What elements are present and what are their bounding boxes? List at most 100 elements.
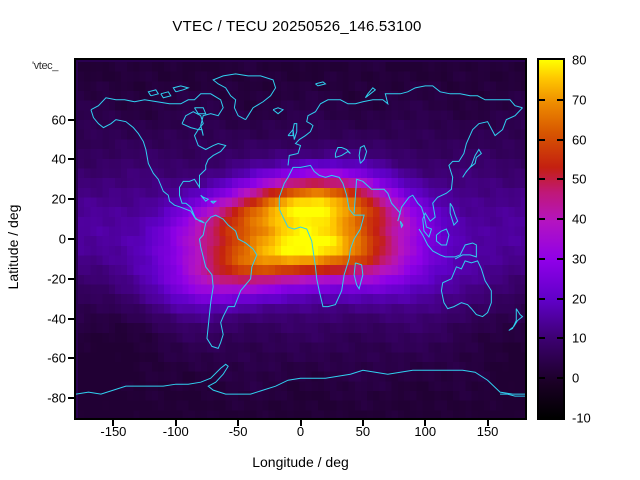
colorbar-tick-mark <box>539 138 545 141</box>
colorbar-tick-label: 30 <box>572 251 587 267</box>
colorbar-tick-labels: 80 70 60 50 40 30 20 10 0 -10 <box>572 53 632 426</box>
coastline-segment <box>211 201 216 203</box>
coastline-segment <box>91 110 196 219</box>
y-tick-mark <box>68 118 75 121</box>
coastline-segment <box>173 86 188 92</box>
coastline-segment <box>400 221 402 227</box>
y-axis-label: Latitude / deg <box>5 204 21 290</box>
y-tick-mark <box>68 277 75 280</box>
x-tick-mark <box>424 419 427 426</box>
x-tick-label: -50 <box>228 424 248 439</box>
coastline-segment <box>273 108 283 114</box>
coastline-segment <box>436 229 448 245</box>
colorbar-gradient <box>537 58 565 420</box>
y-tick-mark <box>68 158 75 161</box>
y-axis: 60 40 20 0 -20 -40 -60 -80 <box>0 0 66 480</box>
heatmap-plot-area <box>74 58 527 420</box>
coastline-segment <box>463 150 482 178</box>
y-tick-mark <box>68 238 75 240</box>
y-tick-label: -40 <box>47 311 66 327</box>
colorbar-tick-label: -10 <box>572 410 591 426</box>
colorbar-tick-label: 50 <box>572 171 587 187</box>
x-tick-label: 50 <box>355 424 371 439</box>
colorbar-tick-mark <box>557 218 563 221</box>
coastline-segment <box>199 215 256 348</box>
colorbar-tick-label: 60 <box>572 132 587 148</box>
colorbar-tick-mark <box>539 98 545 101</box>
y-tick-label: 40 <box>51 151 66 167</box>
x-tick-mark <box>112 419 115 426</box>
colorbar-tick-label: 80 <box>572 52 587 68</box>
y-tick-label: 20 <box>51 191 66 207</box>
coastline-segment <box>441 261 491 317</box>
y-tick-label: 60 <box>51 112 66 128</box>
colorbar-tick-mark <box>557 377 563 380</box>
colorbar-tick-label: 10 <box>572 330 587 346</box>
colorbar-tick-mark <box>539 257 545 260</box>
colorbar <box>537 58 565 420</box>
coastline-segment <box>161 92 171 98</box>
colorbar-tick-mark <box>539 178 545 181</box>
colorbar-tick-label: 20 <box>572 291 587 307</box>
colorbar-tick-mark <box>557 178 563 181</box>
coastline-segment <box>315 82 325 86</box>
coastline-segment <box>201 195 208 201</box>
coastline-segment <box>509 309 523 331</box>
coastline-overlay <box>76 60 525 418</box>
x-tick-label: 100 <box>414 424 437 439</box>
coastline-segment <box>91 94 226 223</box>
colorbar-tick-mark <box>557 138 563 141</box>
coastline-segment <box>335 148 350 158</box>
colorbar-tick-mark <box>557 257 563 260</box>
colorbar-tick-label: 0 <box>572 370 580 386</box>
x-tick-label: -100 <box>162 424 189 439</box>
x-tick-mark <box>486 419 489 426</box>
coastline-segment <box>182 112 203 130</box>
plot-key-label: 'vtec_ <box>32 60 58 72</box>
page-title: VTEC / TECU 20250526_146.53100 <box>172 18 422 35</box>
coastline-segment <box>419 229 476 259</box>
y-tick-label: 0 <box>58 231 66 247</box>
colorbar-tick-mark <box>557 337 563 340</box>
coastline-segment <box>148 90 158 96</box>
coastline-segment <box>354 263 363 289</box>
colorbar-ticks <box>537 58 565 420</box>
colorbar-tick-mark <box>557 98 563 101</box>
y-tick-mark <box>68 397 75 400</box>
colorbar-tick-mark <box>539 218 545 221</box>
colorbar-tick-label: 40 <box>572 211 587 227</box>
colorbar-tick-label: 70 <box>572 92 587 108</box>
colorbar-tick-mark <box>539 377 545 380</box>
y-tick-mark <box>68 317 75 320</box>
x-tick-label: 0 <box>296 424 305 439</box>
coastline-segment <box>288 130 293 136</box>
y-tick-label: -60 <box>47 350 66 366</box>
x-tick-mark <box>174 419 177 426</box>
y-tick-label: -20 <box>47 271 66 287</box>
colorbar-tick-mark <box>539 337 545 340</box>
coastline-segment <box>365 88 375 98</box>
x-tick-mark <box>361 419 364 426</box>
x-tick-label: -150 <box>100 424 127 439</box>
coastline-segment <box>279 165 364 306</box>
coastline-segment <box>354 108 522 237</box>
coastline-segment <box>76 364 525 394</box>
y-tick-label: -80 <box>47 390 66 406</box>
coastline-segment <box>194 108 205 114</box>
x-tick-label: 150 <box>476 424 499 439</box>
colorbar-tick-mark <box>539 297 545 300</box>
coastline-segment <box>450 203 457 225</box>
colorbar-tick-mark <box>557 297 563 300</box>
x-tick-mark <box>237 419 240 426</box>
coastline-segment <box>500 394 525 396</box>
coastline-segment <box>359 146 366 164</box>
x-axis-label: Longitude / deg <box>252 454 349 470</box>
y-tick-mark <box>68 357 75 360</box>
y-tick-mark <box>68 198 75 201</box>
x-tick-mark <box>299 419 302 426</box>
x-axis: -150 -100 -50 0 50 100 150 <box>0 424 640 446</box>
vtec-heatmap-canvas <box>78 62 525 418</box>
coastline-segment <box>293 124 297 140</box>
coastline-segment <box>288 86 522 166</box>
coastline-segment <box>213 74 275 120</box>
